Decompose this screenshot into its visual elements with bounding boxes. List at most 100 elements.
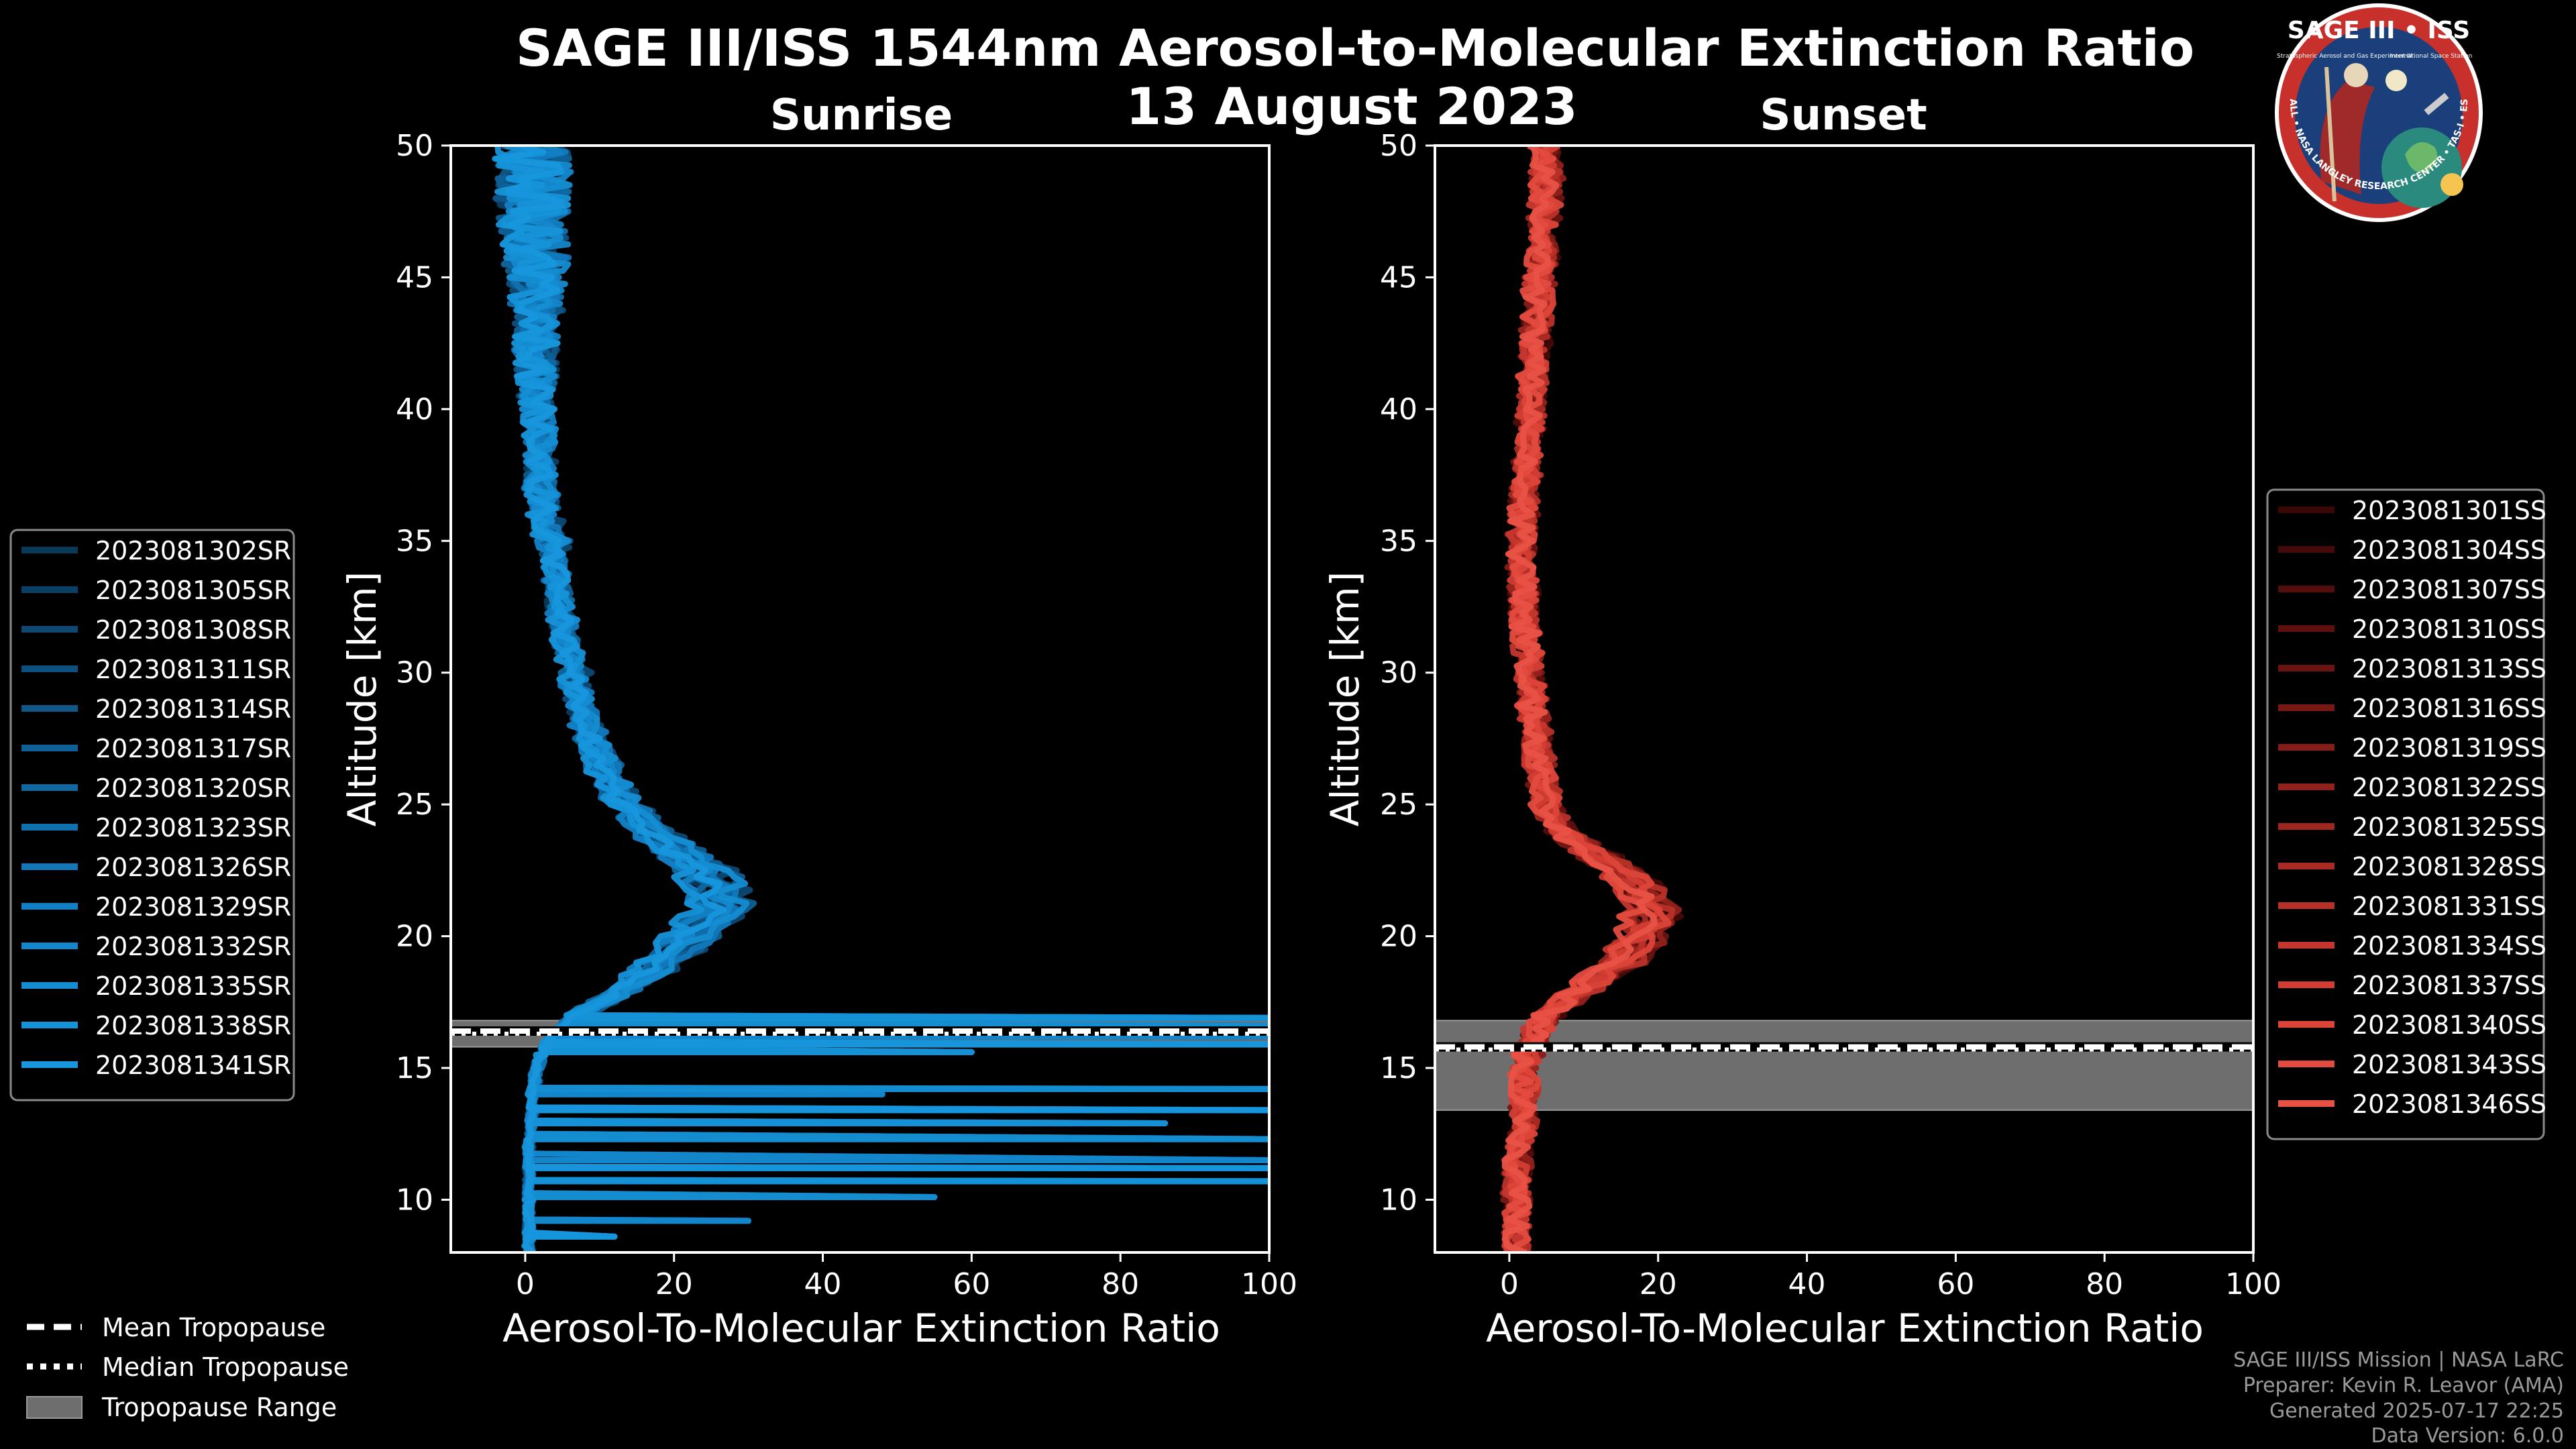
sunrise-legend-label: 2023081323SR <box>95 813 291 843</box>
sunset-legend-label: 2023081316SS <box>2352 694 2546 723</box>
sunset-y-tick-label: 45 <box>1380 260 1417 294</box>
sunset-x-tick-label: 40 <box>1788 1267 1826 1301</box>
sunset-legend-label: 2023081301SS <box>2352 496 2546 525</box>
sunset-legend-label: 2023081310SS <box>2352 614 2546 644</box>
sunset-ticks: 0 20 40 60 80 100 10 15 20 25 30 35 40 45 50 <box>1380 129 2282 1301</box>
sunset-legend-label: 2023081331SS <box>2352 892 2546 921</box>
sunset-panel-title: Sunset <box>1760 91 1927 140</box>
sunset-y-tick-label: 20 <box>1380 920 1417 954</box>
sunrise-legend-label: 2023081314SR <box>95 694 291 724</box>
footer-credits: SAGE III/ISS Mission | NASA LaRC Prepare… <box>2233 1348 2564 1448</box>
sunset-legend-label: 2023081346SS <box>2352 1089 2546 1119</box>
sunset-y-tick-label: 30 <box>1380 656 1417 690</box>
sunrise-legend-label: 2023081338SR <box>95 1011 291 1040</box>
sunrise-legend-label: 2023081341SR <box>95 1051 291 1080</box>
logo-sun-icon <box>2440 173 2463 196</box>
figure-title: SAGE III/ISS 1544nm Aerosol-to-Molecular… <box>516 18 2194 78</box>
sunset-x-tick-label: 20 <box>1640 1267 1677 1301</box>
sunset-x-tick-label: 0 <box>1500 1267 1519 1301</box>
sunset-axes-frame <box>1434 144 2255 1254</box>
sunset-x-tick-label: 80 <box>2086 1267 2123 1301</box>
sunset-legend-label: 2023081322SS <box>2352 773 2546 802</box>
sunrise-x-tick-label: 20 <box>655 1267 693 1301</box>
logo-subtitle-right: International Space Station <box>2390 53 2473 60</box>
sunset-legend: 2023081301SS 2023081304SS 2023081307SS 2023… <box>2266 488 2546 1140</box>
sunset-legend-label: 2023081343SS <box>2352 1050 2546 1079</box>
sunrise-legend: 2023081302SR 2023081305SR 2023081308SR 2023… <box>9 529 295 1102</box>
sunset-tropopause-range <box>1434 1020 2254 1111</box>
sunset-plot: 0 20 40 60 80 100 10 15 20 25 30 35 40 45 50 Aerosol-T… <box>1322 129 2282 1351</box>
tropopause-range-label: Tropopause Range <box>101 1393 337 1422</box>
sunrise-legend-label: 2023081320SR <box>95 773 291 803</box>
sunrise-plot: 0 20 40 60 80 100 10 15 20 25 30 35 40 45 50 Aerosol-T… <box>339 129 1297 1351</box>
sunrise-x-tick-label: 80 <box>1102 1267 1139 1301</box>
sunset-y-axis-label: Altitude [km] <box>1322 572 1368 826</box>
logo-continent-icon <box>2405 142 2438 173</box>
sunrise-y-axis-label: Altitude [km] <box>339 572 385 826</box>
footer-data-version: Data Version: 6.0.0 <box>2371 1424 2564 1448</box>
figure-date: 13 August 2023 <box>1126 76 1577 136</box>
sunset-y-tick-label: 10 <box>1380 1183 1417 1217</box>
sunset-legend-label: 2023081313SS <box>2352 654 2546 684</box>
sunrise-x-axis-label: Aerosol-To-Molecular Extinction Ratio <box>502 1305 1220 1351</box>
sunset-profile-line <box>1501 146 1658 1252</box>
tropopause-legend: Mean Tropopause Median Tropopause Tropop… <box>26 1313 349 1422</box>
sunset-y-tick-label: 40 <box>1380 392 1417 427</box>
tropopause-range-swatch <box>26 1396 83 1419</box>
sunrise-y-tick-label: 35 <box>396 524 433 558</box>
sunset-y-tick-label: 25 <box>1380 788 1417 822</box>
sunrise-x-tick-label: 60 <box>953 1267 990 1301</box>
sunset-legend-label: 2023081319SS <box>2352 733 2546 763</box>
sunrise-legend-label: 2023081332SR <box>95 932 291 961</box>
sunrise-axes-frame <box>449 144 1271 1254</box>
sunrise-legend-label: 2023081317SR <box>95 734 291 763</box>
logo-moon-icon <box>2385 70 2407 91</box>
sunset-legend-label: 2023081328SS <box>2352 852 2546 881</box>
sunset-tropopause-range-band <box>1434 1020 2254 1111</box>
sunset-y-tick-label: 35 <box>1380 524 1417 558</box>
sunset-x-tick-label: 60 <box>1937 1267 1974 1301</box>
sunset-tropopause-lines <box>1435 1042 2253 1052</box>
logo-staff-icon <box>2324 66 2337 202</box>
sunrise-profiles <box>492 146 1269 1252</box>
sunrise-legend-label: 2023081305SR <box>95 576 291 605</box>
logo-figure-head-icon <box>2344 63 2368 87</box>
sunset-profiles <box>1499 146 1684 1252</box>
sunrise-legend-frame <box>9 529 295 1102</box>
median-tropopause-label: Median Tropopause <box>102 1352 349 1382</box>
sunrise-legend-label: 2023081335SR <box>95 971 291 1001</box>
sunrise-profile-line <box>494 146 1269 1252</box>
sunrise-legend-label: 2023081326SR <box>95 853 291 882</box>
sunset-legend-label: 2023081337SS <box>2352 971 2546 1000</box>
footer-generated: Generated 2025-07-17 22:25 <box>2269 1399 2564 1423</box>
sunrise-y-tick-label: 30 <box>396 656 433 690</box>
sunrise-y-tick-label: 50 <box>396 129 433 163</box>
sunrise-x-tick-label: 0 <box>516 1267 535 1301</box>
sunrise-profile-line <box>492 146 1269 1252</box>
sunset-legend-label: 2023081325SS <box>2352 812 2546 842</box>
sunset-legend-frame <box>2266 488 2545 1140</box>
sunrise-x-tick-label: 40 <box>804 1267 842 1301</box>
sunrise-legend-label: 2023081311SR <box>95 655 291 684</box>
sunrise-profile-line <box>494 146 1269 1252</box>
sunset-x-axis-label: Aerosol-To-Molecular Extinction Ratio <box>1486 1305 2204 1351</box>
logo-subtitle-left: Stratospheric Aerosol and Gas Experiment… <box>2277 53 2412 60</box>
sunset-legend-label: 2023081304SS <box>2352 535 2546 565</box>
mean-tropopause-label: Mean Tropopause <box>102 1313 325 1342</box>
sunrise-x-tick-label: 100 <box>1241 1267 1297 1301</box>
sunrise-tropopause-lines <box>451 1026 1269 1036</box>
sunset-y-tick-label: 15 <box>1380 1051 1417 1085</box>
sunrise-legend-label: 2023081308SR <box>95 615 291 645</box>
sunset-legend-label: 2023081340SS <box>2352 1010 2546 1040</box>
sunrise-y-tick-label: 20 <box>396 920 433 954</box>
logo-iss-icon <box>2424 93 2449 115</box>
logo-title: SAGE III • ISS <box>2288 17 2470 44</box>
sunrise-legend-label: 2023081302SR <box>95 536 291 566</box>
sunset-legend-label: 2023081307SS <box>2352 575 2546 604</box>
sunrise-y-tick-label: 15 <box>396 1051 433 1085</box>
sunset-y-tick-label: 50 <box>1380 129 1417 163</box>
sunset-x-tick-label: 100 <box>2225 1267 2282 1301</box>
sunset-legend-label: 2023081334SS <box>2352 931 2546 961</box>
sunrise-panel-title: Sunrise <box>770 91 953 140</box>
